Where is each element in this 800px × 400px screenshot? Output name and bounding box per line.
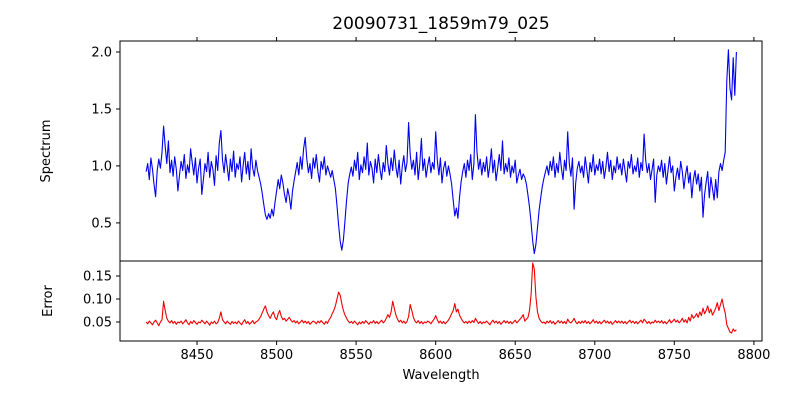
- chart-layer: 8450 8500 8550 8600 8650 8700 8750 8800 0.5 1.0 1.…: [83, 37, 770, 363]
- x-axis-label: Wavelength: [402, 368, 479, 383]
- x-tick-label: 8500: [260, 348, 293, 363]
- y-tick-label: 1.5: [91, 103, 112, 118]
- y-tick-label: 0.10: [83, 293, 112, 308]
- panel-border-error: [119, 260, 763, 342]
- chart-title: 20090731_1859m79_025: [332, 14, 549, 34]
- x-tick-label: 8550: [340, 348, 373, 363]
- x-tick-label: 8600: [419, 348, 452, 363]
- y-tick-label: 2.0: [91, 46, 112, 61]
- y-tick-label: 0.5: [91, 216, 112, 231]
- x-tick-label: 8750: [658, 348, 691, 363]
- y-tick-label: 0.05: [83, 316, 112, 331]
- x-tick-label: 8450: [180, 348, 213, 363]
- y-tick-label: 0.15: [83, 270, 112, 285]
- x-tick-label: 8700: [578, 348, 611, 363]
- spectrum-line: [145, 49, 737, 255]
- y-axis-label-error: Error: [41, 285, 56, 317]
- y-axis-label-spectrum: Spectrum: [39, 120, 54, 183]
- panel-border-spectrum: [119, 40, 763, 262]
- y-tick-label: 1.0: [91, 159, 112, 174]
- error-line: [145, 262, 737, 334]
- x-tick-label: 8800: [737, 348, 770, 363]
- x-tick-label: 8650: [499, 348, 532, 363]
